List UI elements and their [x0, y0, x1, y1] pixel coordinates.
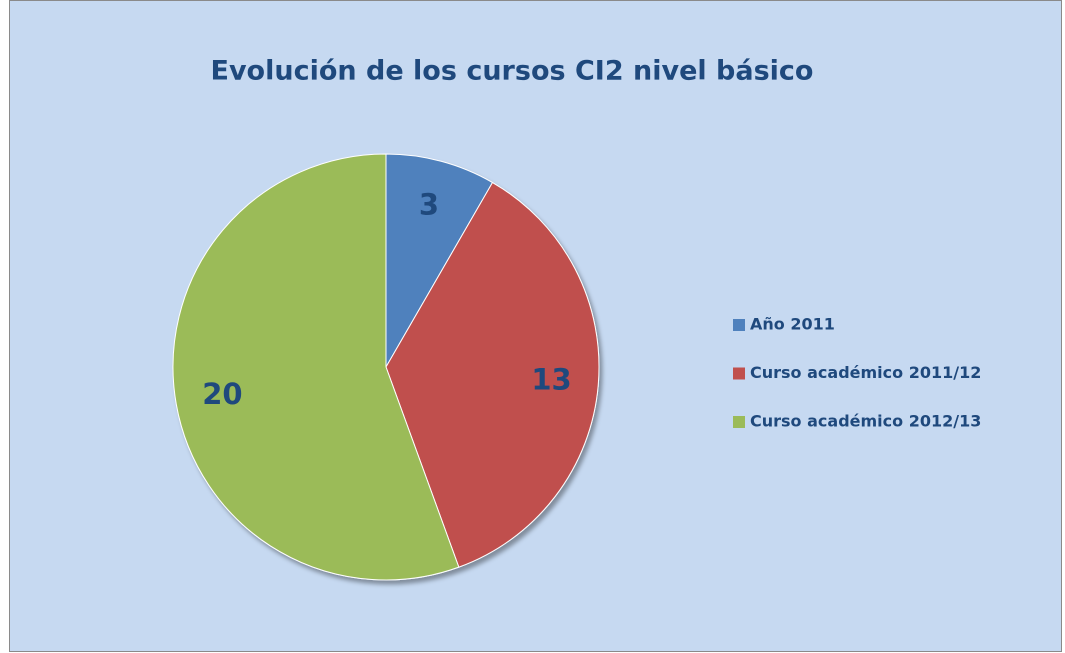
data-label: 3	[419, 188, 439, 222]
legend-label: Curso académico 2012/13	[750, 412, 981, 431]
chart-title: Evolución de los cursos CI2 nivel básico	[211, 56, 814, 87]
legend-swatch	[733, 367, 745, 380]
legend-label: Curso académico 2011/12	[750, 363, 981, 382]
legend-swatch	[733, 416, 745, 428]
legend-swatch	[733, 319, 745, 331]
pie-slice	[172, 153, 460, 581]
data-label: 20	[202, 377, 242, 411]
data-label: 13	[531, 362, 571, 396]
legend-label: Año 2011	[750, 315, 835, 334]
pie-slice	[385, 181, 600, 568]
pie-slice	[385, 153, 494, 369]
pie	[172, 153, 600, 581]
